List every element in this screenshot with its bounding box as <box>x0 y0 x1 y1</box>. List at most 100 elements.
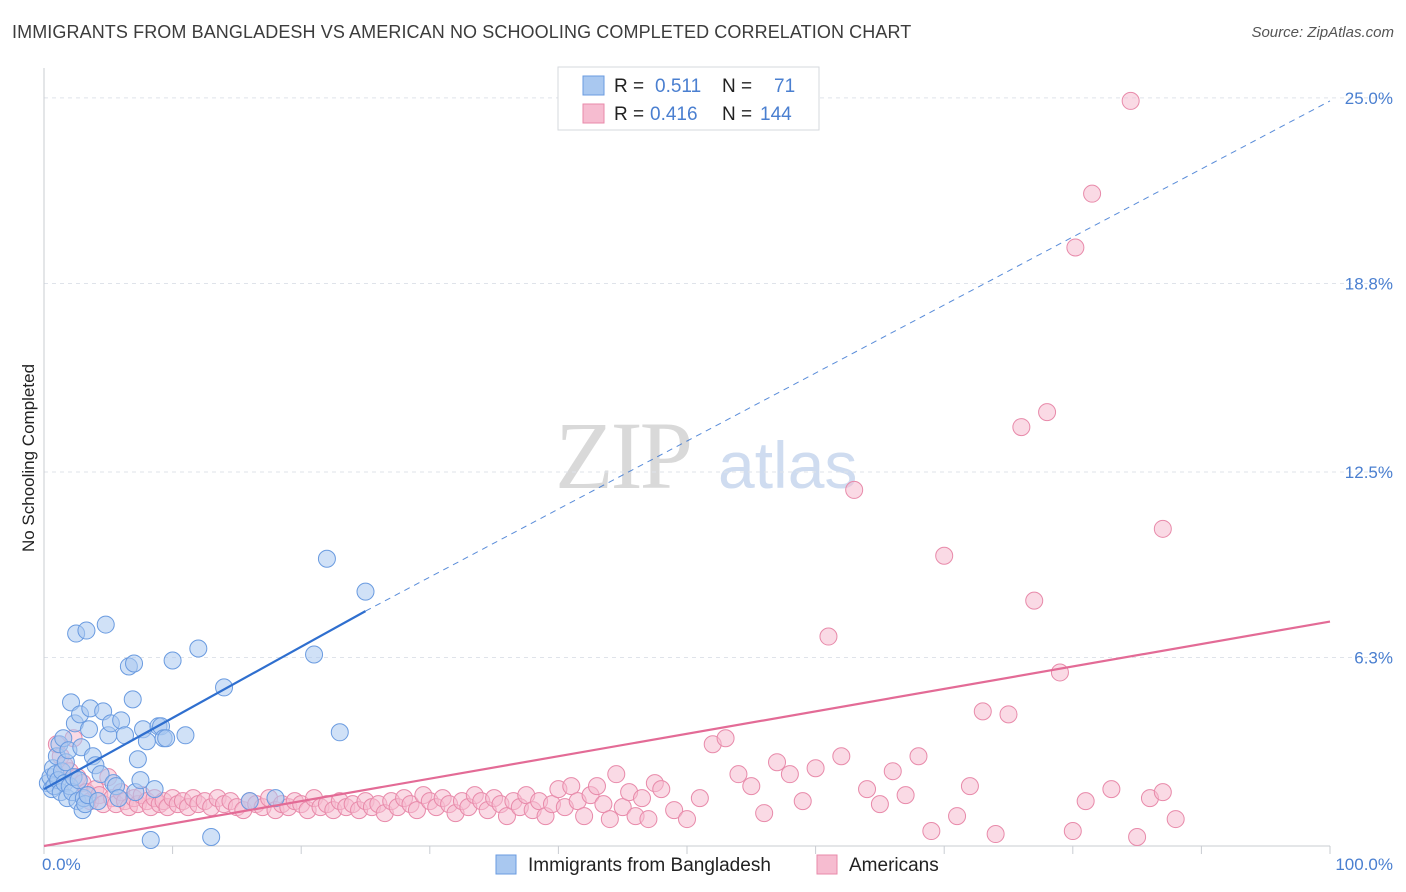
americans-point <box>832 747 851 766</box>
bangladesh-point <box>89 792 108 811</box>
series-label-americans: Americans <box>849 855 939 876</box>
trend-lines <box>43 100 1331 848</box>
bangladesh-trend-line <box>43 610 367 791</box>
americans-point <box>665 801 684 820</box>
bangladesh-point <box>123 690 142 709</box>
americans-point <box>497 807 516 826</box>
y-tick-labels: 6.3% 12.5% 18.8% 25.0% <box>1345 89 1393 668</box>
americans-point <box>986 825 1005 844</box>
americans-point <box>960 777 979 796</box>
americans-point <box>948 807 967 826</box>
bangladesh-point <box>356 582 375 601</box>
americans-point <box>858 780 877 799</box>
bangladesh-point <box>62 693 81 712</box>
legend-n-label-1: N = <box>722 76 752 97</box>
bangladesh-point <box>330 723 349 742</box>
bangladesh-point <box>80 720 99 739</box>
americans-point <box>909 747 928 766</box>
americans-point <box>575 807 594 826</box>
americans-point <box>883 762 902 781</box>
bangladesh-point <box>157 729 176 748</box>
americans-point <box>1102 780 1121 799</box>
americans-point <box>1025 591 1044 610</box>
americans-point <box>639 810 658 829</box>
americans-point <box>613 798 632 817</box>
bangladesh-point <box>131 771 150 790</box>
americans-point <box>845 480 864 499</box>
americans-point <box>973 702 992 721</box>
watermark-atlas: atlas <box>718 428 857 502</box>
americans-trend-line <box>43 620 1331 848</box>
series-swatch-bangladesh <box>495 854 517 875</box>
bangladesh-point <box>91 765 110 784</box>
bangladesh-point <box>109 789 128 808</box>
americans-point <box>407 801 426 820</box>
bangladesh-point <box>305 645 324 664</box>
americans-point <box>768 753 787 772</box>
series-legend: Immigrants from Bangladesh Americans <box>495 854 939 876</box>
americans-point <box>755 804 774 823</box>
bangladesh-point <box>240 792 259 811</box>
bangladesh-point <box>77 621 96 640</box>
x-tick-label-min: 0.0% <box>42 855 81 874</box>
bangladesh-point <box>125 654 144 673</box>
y-tick-label: 18.8% <box>1345 274 1393 293</box>
x-axis-ticks <box>43 846 1331 854</box>
bangladesh-point <box>128 750 147 769</box>
legend-n-label-2: N = <box>722 104 752 125</box>
americans-point <box>1076 792 1095 811</box>
americans-point <box>922 822 941 841</box>
americans-point <box>1083 184 1102 203</box>
legend-swatch-pink <box>582 103 605 124</box>
americans-point <box>716 729 735 748</box>
americans-point <box>1038 403 1057 422</box>
americans-point <box>999 705 1018 724</box>
americans-point <box>729 765 748 784</box>
americans-point <box>690 789 709 808</box>
y-tick-label: 12.5% <box>1345 463 1393 482</box>
americans-point <box>819 627 838 646</box>
watermark-zip: ZIP <box>555 402 690 509</box>
bangladesh-point <box>189 639 208 658</box>
americans-point <box>793 792 812 811</box>
americans-point <box>806 759 825 778</box>
legend-swatch-blue <box>582 75 605 96</box>
americans-point <box>1012 418 1031 437</box>
americans-point <box>607 765 626 784</box>
americans-point <box>1153 519 1172 538</box>
y-axis-label: No Schooling Completed <box>19 364 38 552</box>
series-swatch-americans <box>816 854 838 875</box>
bangladesh-point <box>69 771 88 790</box>
legend-r-value-2: 0.416 <box>650 104 698 125</box>
americans-point <box>594 795 613 814</box>
americans-point <box>896 786 915 805</box>
americans-point <box>870 795 889 814</box>
bangladesh-point <box>317 549 336 568</box>
bangladesh-point <box>176 726 195 745</box>
americans-point <box>600 810 619 829</box>
americans-point <box>1128 828 1147 847</box>
americans-point <box>780 765 799 784</box>
americans-point <box>652 780 671 799</box>
americans-point <box>1063 822 1082 841</box>
bangladesh-point <box>202 828 221 847</box>
legend-r-value-1: 0.511 <box>655 76 701 97</box>
chart-title: IMMIGRANTS FROM BANGLADESH VS AMERICAN N… <box>12 22 912 42</box>
series-label-bangladesh: Immigrants from Bangladesh <box>528 855 771 876</box>
x-tick-labels: 0.0% 100.0% <box>42 855 1393 874</box>
americans-point <box>678 810 696 829</box>
americans-point <box>1066 238 1085 257</box>
americans-point <box>1121 91 1140 110</box>
bangladesh-point <box>141 831 160 850</box>
bangladesh-point <box>163 651 182 670</box>
legend-r-label-1: R = <box>614 76 644 97</box>
legend-n-value-1: 71 <box>774 76 795 97</box>
americans-point <box>1153 783 1172 802</box>
y-tick-label: 6.3% <box>1354 648 1393 667</box>
americans-point <box>632 789 651 808</box>
americans-point <box>562 777 581 796</box>
americans-point <box>742 777 761 796</box>
americans-point <box>935 546 954 565</box>
legend-n-value-2: 144 <box>760 104 792 125</box>
